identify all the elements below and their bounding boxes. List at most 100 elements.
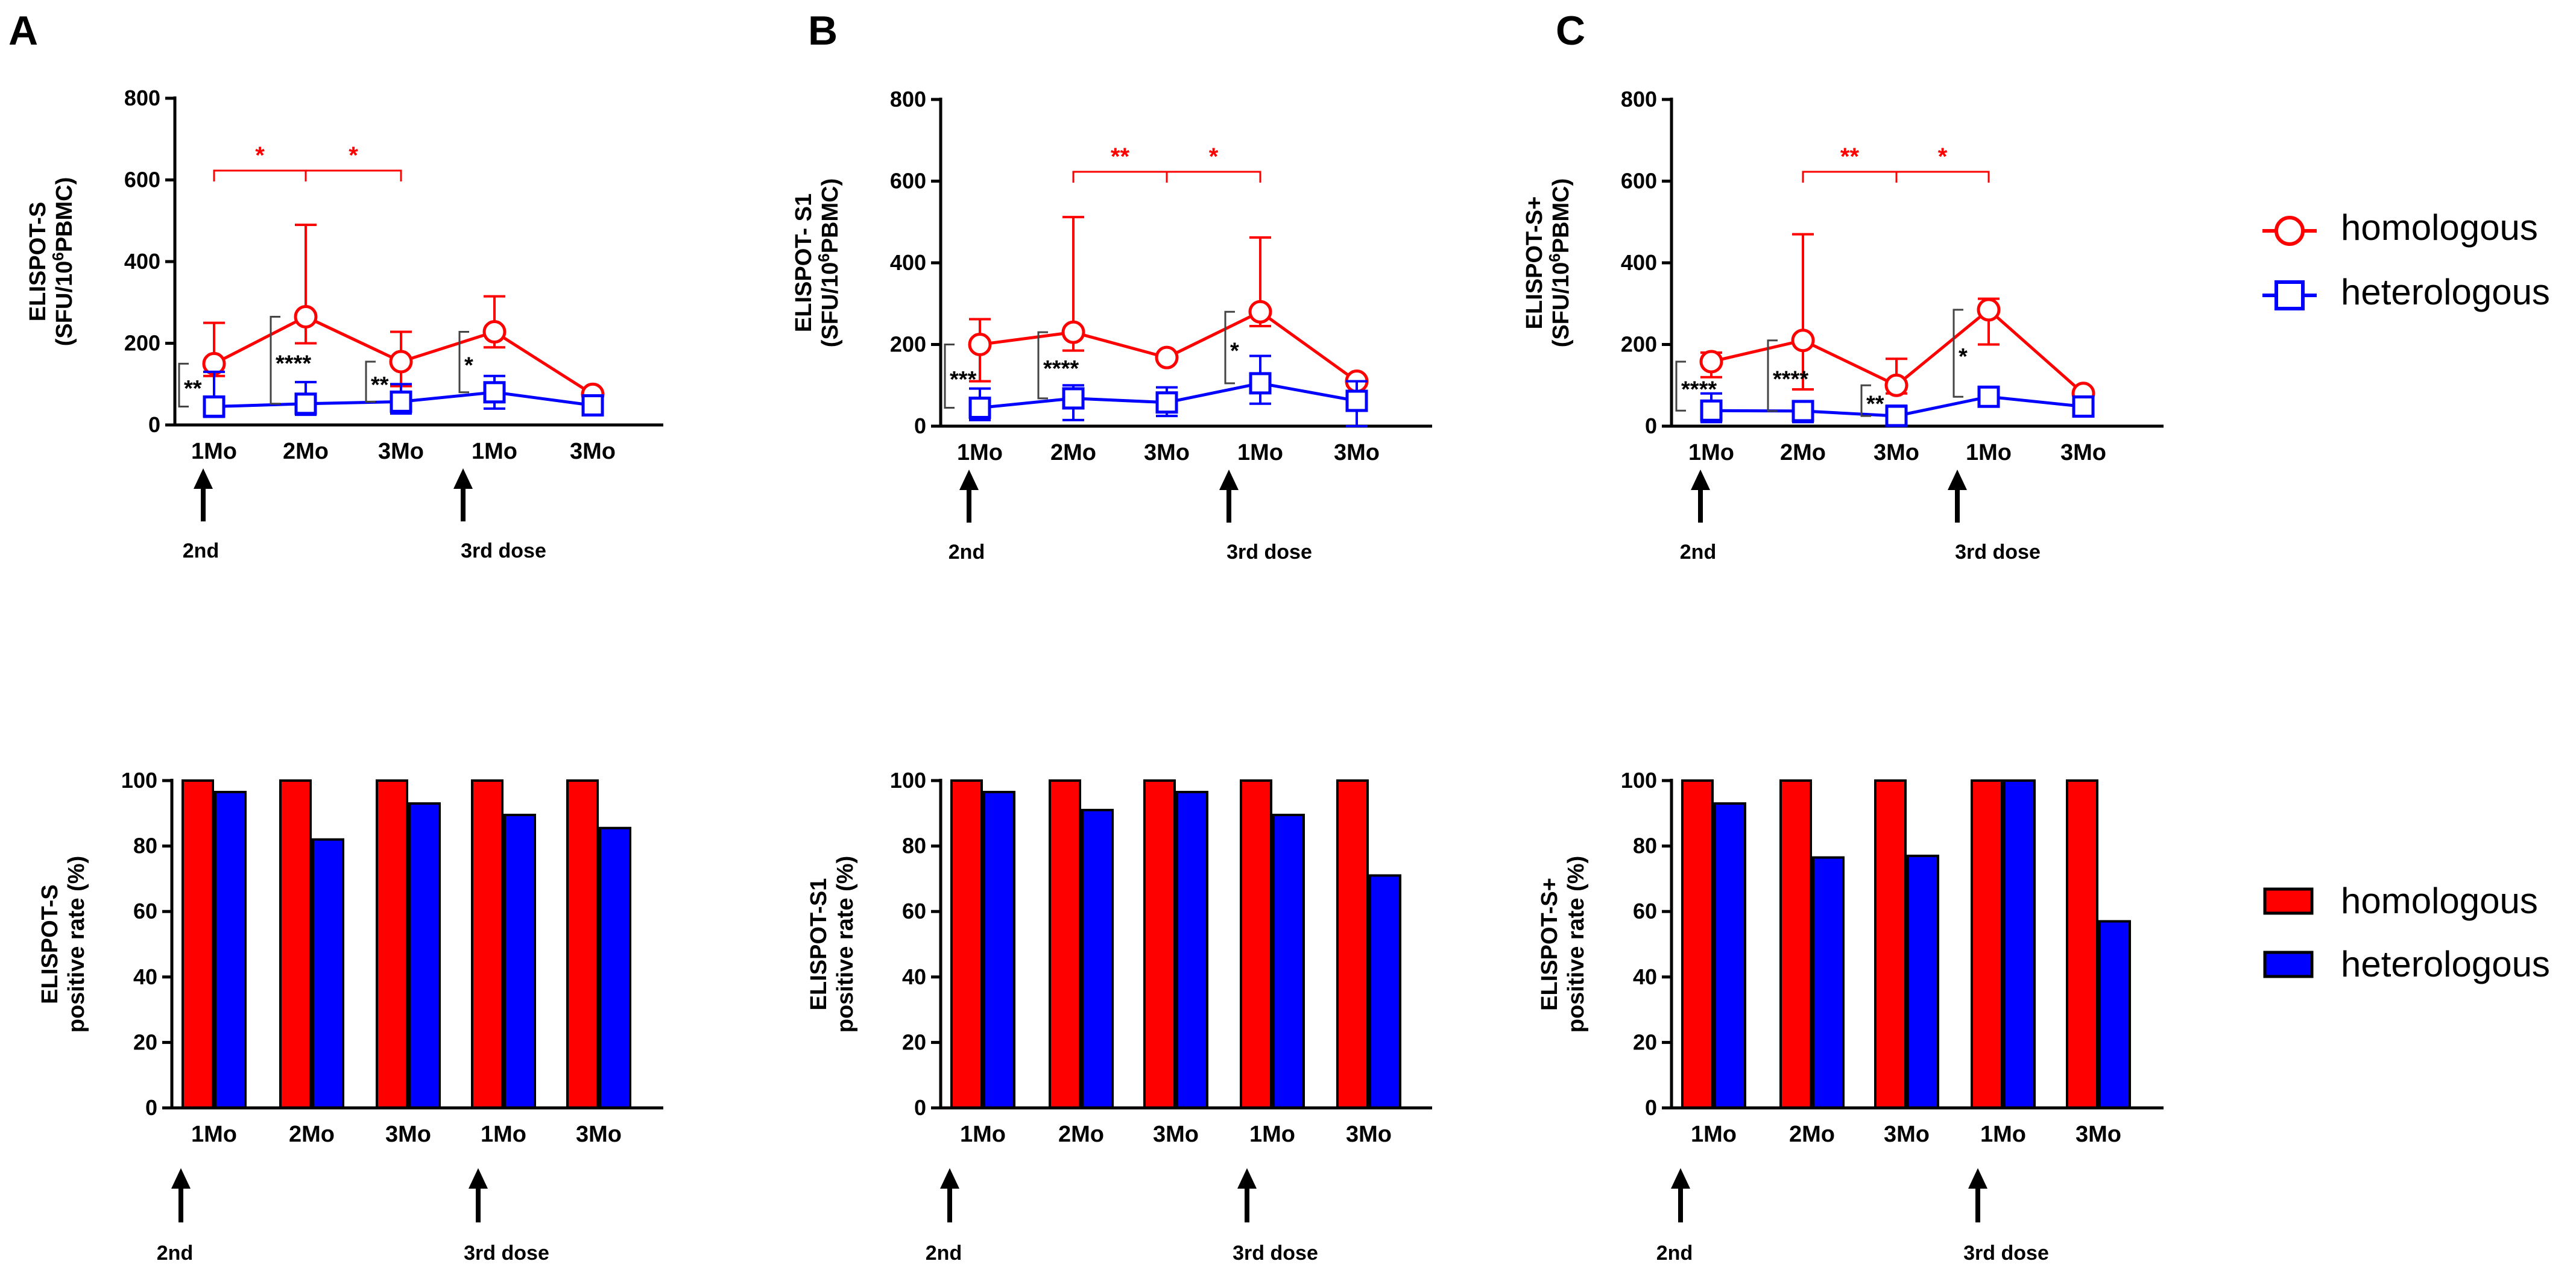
data-point-square (483, 381, 506, 404)
x-tick-label: 3Mo (570, 439, 616, 464)
dose-arrow (959, 470, 979, 523)
y-tick-label: 800 (890, 87, 926, 112)
data-point-circle (968, 333, 992, 356)
ylabel-line-2: (SFU/10 (1548, 262, 1574, 347)
x-tick-label: 3Mo (1346, 1122, 1392, 1147)
dose-label-3rd: 3rd dose (1233, 1242, 1318, 1264)
significance-label: **** (1043, 356, 1079, 382)
y-axis-label: ELISPOT-Spositive rate (%) (37, 856, 89, 1033)
significance-bracket (365, 360, 376, 403)
bar (1336, 779, 1369, 1109)
homologous-bracket (1802, 171, 1898, 183)
y-axis-label: ELISPOT-S1positive rate (%) (806, 856, 858, 1033)
homologous-bracket (1166, 171, 1261, 183)
ylabel-line-1: ELISPOT-S (37, 884, 63, 1004)
panel-letter: B (808, 8, 838, 54)
significance-label: *** (950, 367, 977, 392)
bar (599, 826, 631, 1109)
x-tick-label: 3Mo (576, 1122, 622, 1147)
dose-arrow-head (194, 468, 213, 489)
ylabel-line-2-tail: PBMC) (818, 178, 843, 254)
y-tick-label: 600 (124, 168, 160, 192)
x-tick-label: 3Mo (2076, 1122, 2121, 1147)
y-tick-label: 20 (133, 1030, 157, 1054)
y-tick-label: 60 (902, 899, 926, 923)
data-point-circle (1699, 350, 1723, 374)
significance-label: ** (1866, 392, 1884, 417)
dose-arrow (171, 1168, 191, 1222)
bar (1714, 802, 1746, 1109)
y-tick-label: 200 (1621, 332, 1657, 357)
y-tick-label: 80 (133, 834, 157, 858)
series-heterologous (968, 354, 1368, 427)
series-homologous (1699, 233, 2095, 406)
x-tick-label: 2Mo (1058, 1122, 1104, 1147)
y-tick-label: 800 (124, 86, 160, 110)
x-tick-label: 3Mo (1874, 440, 1919, 465)
legend-label-heterologous: heterologous (2341, 944, 2550, 984)
series-homologous (202, 224, 605, 406)
bar (1907, 854, 1939, 1109)
dose-arrow-head (1237, 1168, 1257, 1189)
series-heterologous (203, 370, 604, 418)
y-tick-label: 200 (124, 331, 160, 356)
legend-marker-circle (2275, 216, 2305, 246)
bar (279, 779, 312, 1109)
dose-arrow (453, 468, 473, 521)
data-point-circle (294, 304, 318, 329)
significance-bracket (1037, 331, 1048, 400)
bar (504, 814, 536, 1109)
bar (214, 791, 247, 1109)
significance-label: * (464, 353, 473, 379)
significance-bracket (1767, 339, 1778, 412)
data-point-square (1885, 404, 1908, 427)
bar (1176, 791, 1208, 1109)
legend-label-homologous: homologous (2341, 207, 2538, 248)
x-tick-label: 3Mo (1884, 1122, 1930, 1147)
series-homologous (182, 779, 599, 1109)
bar (1240, 779, 1272, 1109)
significance-label: **** (276, 351, 311, 377)
x-tick-label: 1Mo (481, 1122, 526, 1147)
dose-arrow (1671, 1168, 1690, 1222)
y-axis-label: ELISPOT-S(SFU/106PBMC) (25, 177, 77, 347)
x-tick-label: 1Mo (1691, 1122, 1737, 1147)
legend-swatch-homologous (2263, 887, 2314, 915)
data-point-square (1062, 387, 1085, 410)
series-heterologous (214, 791, 631, 1109)
significance-bracket (270, 315, 280, 405)
dose-arrow-head (1948, 470, 1967, 490)
bar (1779, 779, 1812, 1109)
panel-letter: C (1556, 8, 1585, 54)
bar (1049, 779, 1081, 1109)
homologous-significance: * (255, 142, 265, 169)
bar (1081, 808, 1114, 1109)
data-point-circle (482, 320, 507, 344)
significance-label: * (1959, 344, 1968, 369)
x-tick-label: 1Mo (191, 439, 237, 464)
bar-panel-B: 0 20 40 60 80 100 1Mo 2Mo 3Mo 1Mo 3Mo ELISPOT-S1pos… (806, 768, 1432, 1264)
y-tick-label: 0 (914, 413, 926, 438)
ylabel-line-1: ELISPOT-S+ (1537, 878, 1562, 1011)
dose-arrow-head (1968, 1168, 1987, 1189)
x-tick-label: 2Mo (1050, 440, 1096, 465)
bar-panel-A: 0 20 40 60 80 100 1Mo 2Mo 3Mo 1Mo 3Mo ELISPOT-Sposi… (37, 768, 663, 1264)
x-tick-label: 3Mo (1334, 440, 1380, 465)
dose-label-2nd: 2nd (157, 1242, 193, 1264)
y-tick-label: 0 (148, 412, 160, 437)
ylabel-line-2: positive rate (%) (833, 856, 858, 1033)
bar (2066, 779, 2098, 1109)
x-tick-label: 3Mo (1153, 1122, 1199, 1147)
x-tick-label: 1Mo (472, 439, 517, 464)
bar (1812, 856, 1845, 1109)
ylabel-line-2: (SFU/10 (818, 262, 843, 347)
bar (983, 791, 1015, 1109)
bar (566, 779, 599, 1109)
y-tick-label: 0 (1645, 413, 1657, 438)
data-point-circle (1977, 298, 2001, 322)
significance-label: * (1230, 339, 1239, 364)
ylabel-line-1: ELISPOT-S+ (1522, 197, 1547, 330)
x-tick-label: 1Mo (1966, 440, 2012, 465)
homologous-significance: * (1938, 143, 1948, 170)
